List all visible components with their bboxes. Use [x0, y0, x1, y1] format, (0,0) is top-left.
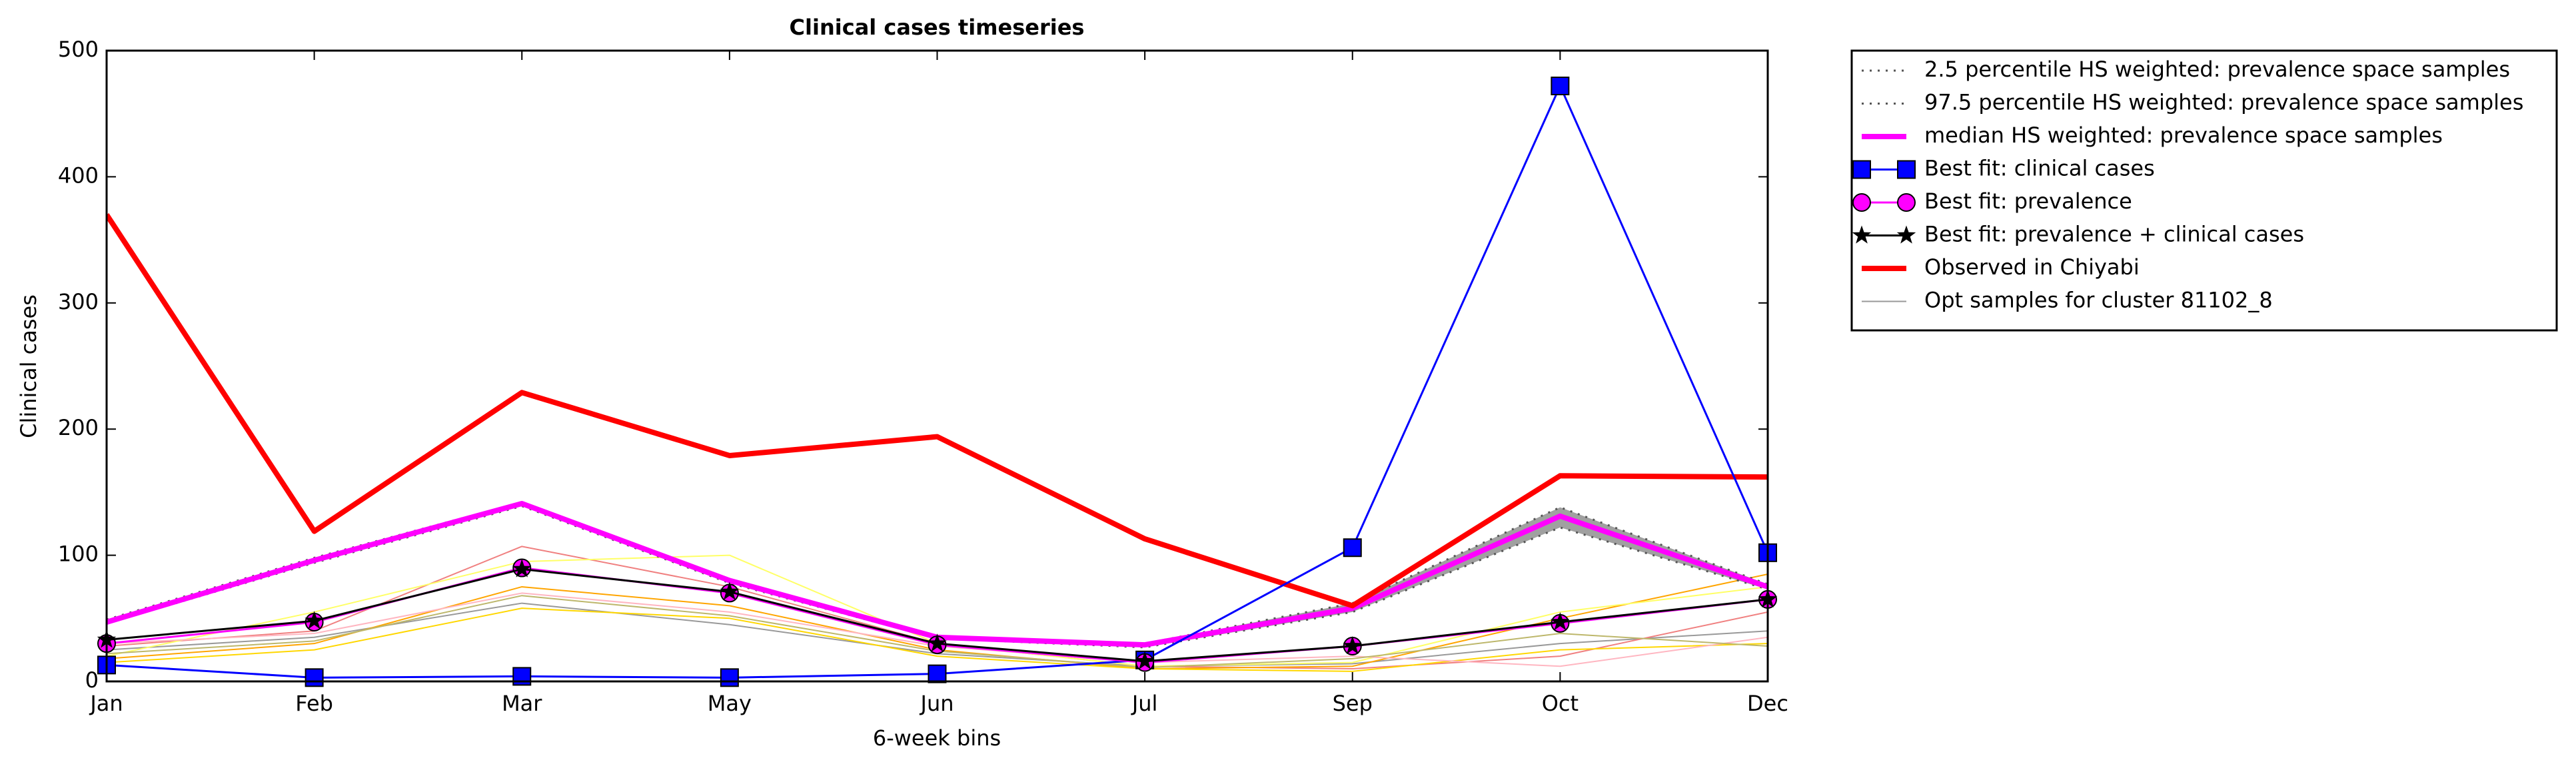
line	[107, 213, 1768, 609]
plot-frame	[105, 49, 1769, 683]
marker	[720, 581, 740, 600]
x-tick-label: Mar	[502, 691, 542, 716]
legend-label: Best fit: prevalence + clinical cases	[1924, 222, 2304, 247]
legend-label: Opt samples for cluster 81102_8	[1924, 288, 2273, 313]
x-tick-label: Jul	[1131, 691, 1158, 716]
y-tick-label: 300	[58, 289, 99, 314]
y-tick-label: 0	[85, 667, 99, 693]
x-tick-label: Jun	[920, 691, 954, 716]
marker	[720, 668, 739, 687]
marker	[512, 559, 532, 578]
marker	[305, 668, 324, 687]
y-tick-label: 500	[58, 37, 99, 62]
marker	[1852, 193, 1871, 212]
chart-title: Clinical cases timeseries	[790, 15, 1085, 40]
legend-label: median HS weighted: prevalence space sam…	[1924, 123, 2443, 148]
x-tick-label: Oct	[1542, 691, 1579, 716]
x-tick-label: Jan	[89, 691, 123, 716]
legend-label: Best fit: clinical cases	[1924, 156, 2155, 181]
legend-label: Best fit: prevalence	[1924, 189, 2132, 214]
legend-label: 97.5 percentile HS weighted: prevalence …	[1924, 90, 2523, 115]
legend-label: Observed in Chiyabi	[1924, 254, 2140, 280]
x-tick-label: Sep	[1333, 691, 1373, 716]
line	[107, 607, 1768, 672]
marker	[1135, 651, 1155, 669]
marker	[1852, 160, 1871, 179]
marker	[1897, 193, 1916, 212]
x-tick-label: Dec	[1747, 691, 1788, 716]
marker	[1343, 538, 1362, 558]
y-tick-label: 100	[58, 542, 99, 567]
marker	[928, 633, 947, 652]
marker	[1897, 160, 1916, 179]
y-tick-label: 400	[58, 163, 99, 188]
marker	[1852, 225, 1872, 244]
marker	[928, 664, 947, 683]
percentile-band	[107, 502, 1768, 647]
y-tick-label: 200	[58, 415, 99, 440]
legend-label: 2.5 percentile HS weighted: prevalence s…	[1924, 57, 2510, 82]
marker	[305, 611, 324, 629]
legend-box	[1850, 49, 2558, 332]
y-axis-label: Clinical cases	[16, 294, 41, 438]
x-axis-label: 6-week bins	[873, 725, 1001, 751]
marker	[1896, 225, 1916, 244]
x-tick-label: Feb	[295, 691, 333, 716]
line	[107, 500, 1768, 648]
marker	[1343, 635, 1363, 655]
marker	[512, 667, 532, 686]
marker	[1551, 77, 1570, 96]
x-tick-label: May	[708, 691, 752, 716]
line	[107, 85, 1768, 679]
line	[107, 592, 1768, 667]
marker	[1551, 611, 1570, 631]
